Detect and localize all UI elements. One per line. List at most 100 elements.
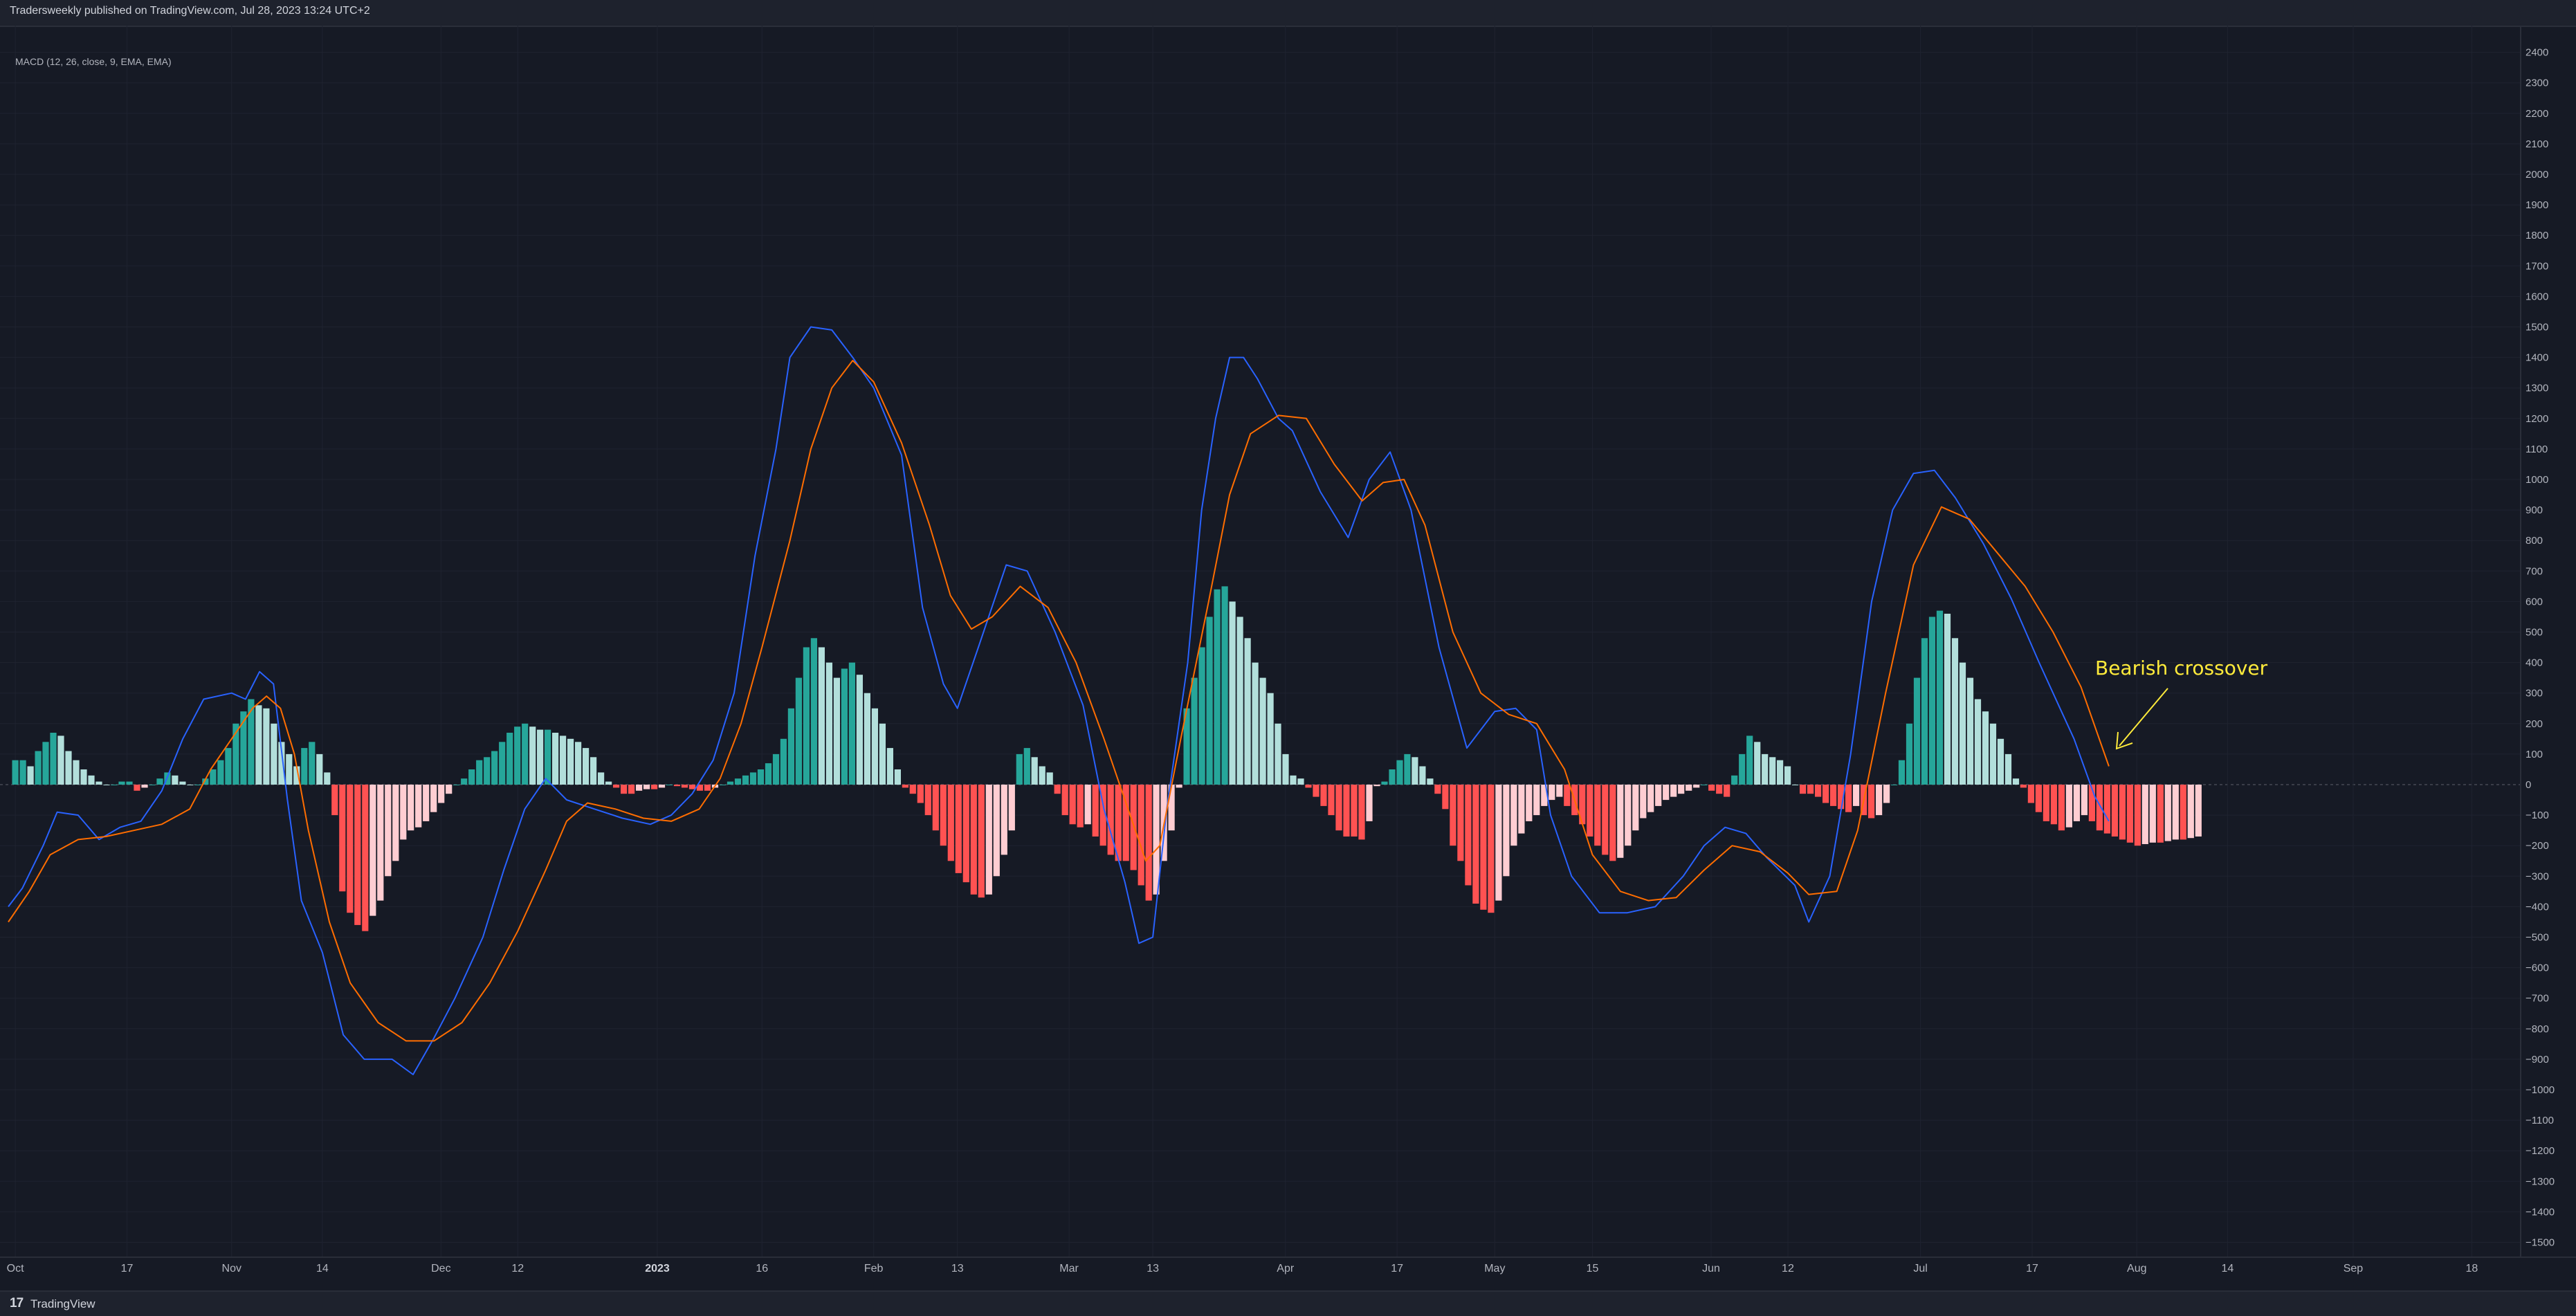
histogram-bar bbox=[1480, 785, 1487, 910]
histogram-bar bbox=[134, 785, 140, 791]
x-tick-label: Jun bbox=[1702, 1263, 1720, 1274]
histogram-bar bbox=[1724, 785, 1730, 797]
histogram-bar bbox=[514, 726, 521, 785]
histogram-bar bbox=[65, 751, 72, 785]
histogram-bar bbox=[271, 723, 277, 785]
histogram-bar bbox=[985, 785, 992, 895]
histogram-bar bbox=[1031, 757, 1038, 785]
time-axis[interactable]: Oct 17 Nov 14 Dec 12 2023 16 Feb 13 Mar 13 Apr 17 May 1… bbox=[0, 1256, 2576, 1274]
histogram-bar bbox=[1077, 785, 1084, 828]
histogram-bar bbox=[978, 785, 985, 898]
histogram-bar bbox=[1769, 757, 1776, 785]
y-tick-label: 1300 bbox=[2525, 383, 2548, 394]
histogram-bar bbox=[1686, 785, 1692, 791]
y-tick-label: −1000 bbox=[2525, 1084, 2555, 1096]
histogram-bar bbox=[1997, 738, 2004, 785]
y-tick-label: 1000 bbox=[2525, 474, 2548, 486]
histogram-bar bbox=[1472, 785, 1479, 904]
y-tick-label: 0 bbox=[2525, 779, 2531, 791]
x-tick-label: Oct bbox=[7, 1263, 24, 1274]
y-tick-label: 600 bbox=[2525, 596, 2543, 607]
histogram-bar bbox=[438, 785, 445, 803]
x-tick-label: Aug bbox=[2127, 1263, 2146, 1274]
x-tick-label: 15 bbox=[1587, 1263, 1599, 1274]
y-tick-label: 1600 bbox=[2525, 291, 2548, 302]
histogram-bar bbox=[1138, 785, 1144, 886]
y-tick-label: −700 bbox=[2525, 993, 2549, 1005]
chart-area[interactable]: 2400 2300 2200 2100 2000 1900 1800 1700 1600 1500… bbox=[0, 26, 2576, 1290]
x-tick-label: 13 bbox=[1147, 1263, 1159, 1274]
histogram-bar bbox=[1503, 785, 1510, 877]
indicator-legend[interactable]: MACD (12, 26, close, 9, EMA, EMA) bbox=[15, 56, 172, 67]
histogram-bar bbox=[856, 675, 863, 785]
histogram-bar bbox=[415, 785, 422, 828]
histogram-bar bbox=[803, 647, 810, 785]
histogram-bar bbox=[1617, 785, 1624, 858]
histogram-bar bbox=[1069, 785, 1076, 825]
histogram-bar bbox=[1450, 785, 1456, 846]
histogram-bar bbox=[1762, 753, 1769, 785]
histogram-bar bbox=[19, 760, 26, 785]
histogram-bar bbox=[141, 785, 148, 788]
y-tick-label: 500 bbox=[2525, 627, 2543, 639]
histogram-bar bbox=[704, 785, 711, 791]
histogram-bar bbox=[1442, 785, 1449, 810]
histogram-bar bbox=[2035, 785, 2042, 812]
histogram-bar bbox=[1518, 785, 1525, 834]
histogram-bar bbox=[278, 742, 285, 785]
histogram-bar bbox=[1130, 785, 1137, 870]
macd-lines bbox=[8, 326, 2110, 1075]
histogram-bar bbox=[42, 742, 49, 785]
x-tick-label: May bbox=[1484, 1263, 1505, 1274]
x-tick-label: Nov bbox=[222, 1263, 241, 1274]
histogram-bar bbox=[818, 647, 825, 785]
tradingview-brand[interactable]: TradingView bbox=[30, 1297, 95, 1310]
histogram-bar bbox=[468, 769, 475, 785]
histogram-bar bbox=[1716, 785, 1723, 794]
y-tick-label: 900 bbox=[2525, 504, 2543, 516]
histogram-bar bbox=[1838, 785, 1845, 810]
tradingview-logo-icon[interactable]: 17 bbox=[10, 1296, 24, 1310]
histogram-bar bbox=[1708, 785, 1715, 791]
histogram-bar bbox=[369, 785, 376, 916]
macd-line bbox=[8, 326, 2110, 1075]
x-tick-label: 12 bbox=[511, 1263, 524, 1274]
histogram-bar bbox=[810, 638, 817, 785]
histogram-bar bbox=[1974, 699, 1982, 785]
histogram-bar bbox=[545, 729, 551, 785]
histogram-bar bbox=[879, 723, 886, 785]
histogram-bar bbox=[1754, 742, 1761, 785]
histogram-bar bbox=[1275, 723, 1281, 785]
histogram-bar bbox=[734, 778, 742, 785]
histogram-bar bbox=[742, 775, 749, 785]
histogram-bar bbox=[172, 775, 179, 785]
histogram-bar bbox=[1928, 616, 1936, 785]
histogram-bar bbox=[2187, 785, 2194, 839]
y-tick-label: −600 bbox=[2525, 962, 2549, 974]
histogram-bar bbox=[780, 738, 787, 785]
histogram-bar bbox=[461, 778, 468, 785]
histogram-bar bbox=[248, 699, 255, 785]
histogram-bar bbox=[1951, 638, 1959, 785]
x-tick-label: Jul bbox=[1913, 1263, 1927, 1274]
x-tick-label: 14 bbox=[2221, 1263, 2234, 1274]
histogram-bar bbox=[1647, 785, 1654, 812]
chart-svg[interactable]: 2400230022002100200019001800170016001500… bbox=[0, 26, 2576, 1290]
y-tick-label: 2200 bbox=[2525, 108, 2548, 120]
histogram-bar bbox=[1678, 785, 1685, 794]
x-tick-label: 2023 bbox=[645, 1263, 670, 1274]
histogram-bar bbox=[833, 677, 840, 785]
histogram-bar bbox=[924, 785, 931, 816]
histogram-bar bbox=[95, 781, 102, 785]
price-axis[interactable]: 2400230022002100200019001800170016001500… bbox=[2520, 26, 2555, 1257]
annotation-arrowhead bbox=[2115, 731, 2133, 750]
histogram-bar bbox=[696, 785, 704, 791]
histogram-bar bbox=[1670, 785, 1677, 797]
histogram-bar bbox=[1412, 757, 1418, 785]
histogram-bar bbox=[354, 785, 361, 925]
histogram-bar bbox=[1457, 785, 1464, 861]
histogram-bar bbox=[1655, 785, 1662, 806]
histogram-bar bbox=[2119, 785, 2126, 840]
y-tick-label: 1500 bbox=[2525, 322, 2548, 333]
histogram-bar bbox=[1396, 760, 1403, 785]
